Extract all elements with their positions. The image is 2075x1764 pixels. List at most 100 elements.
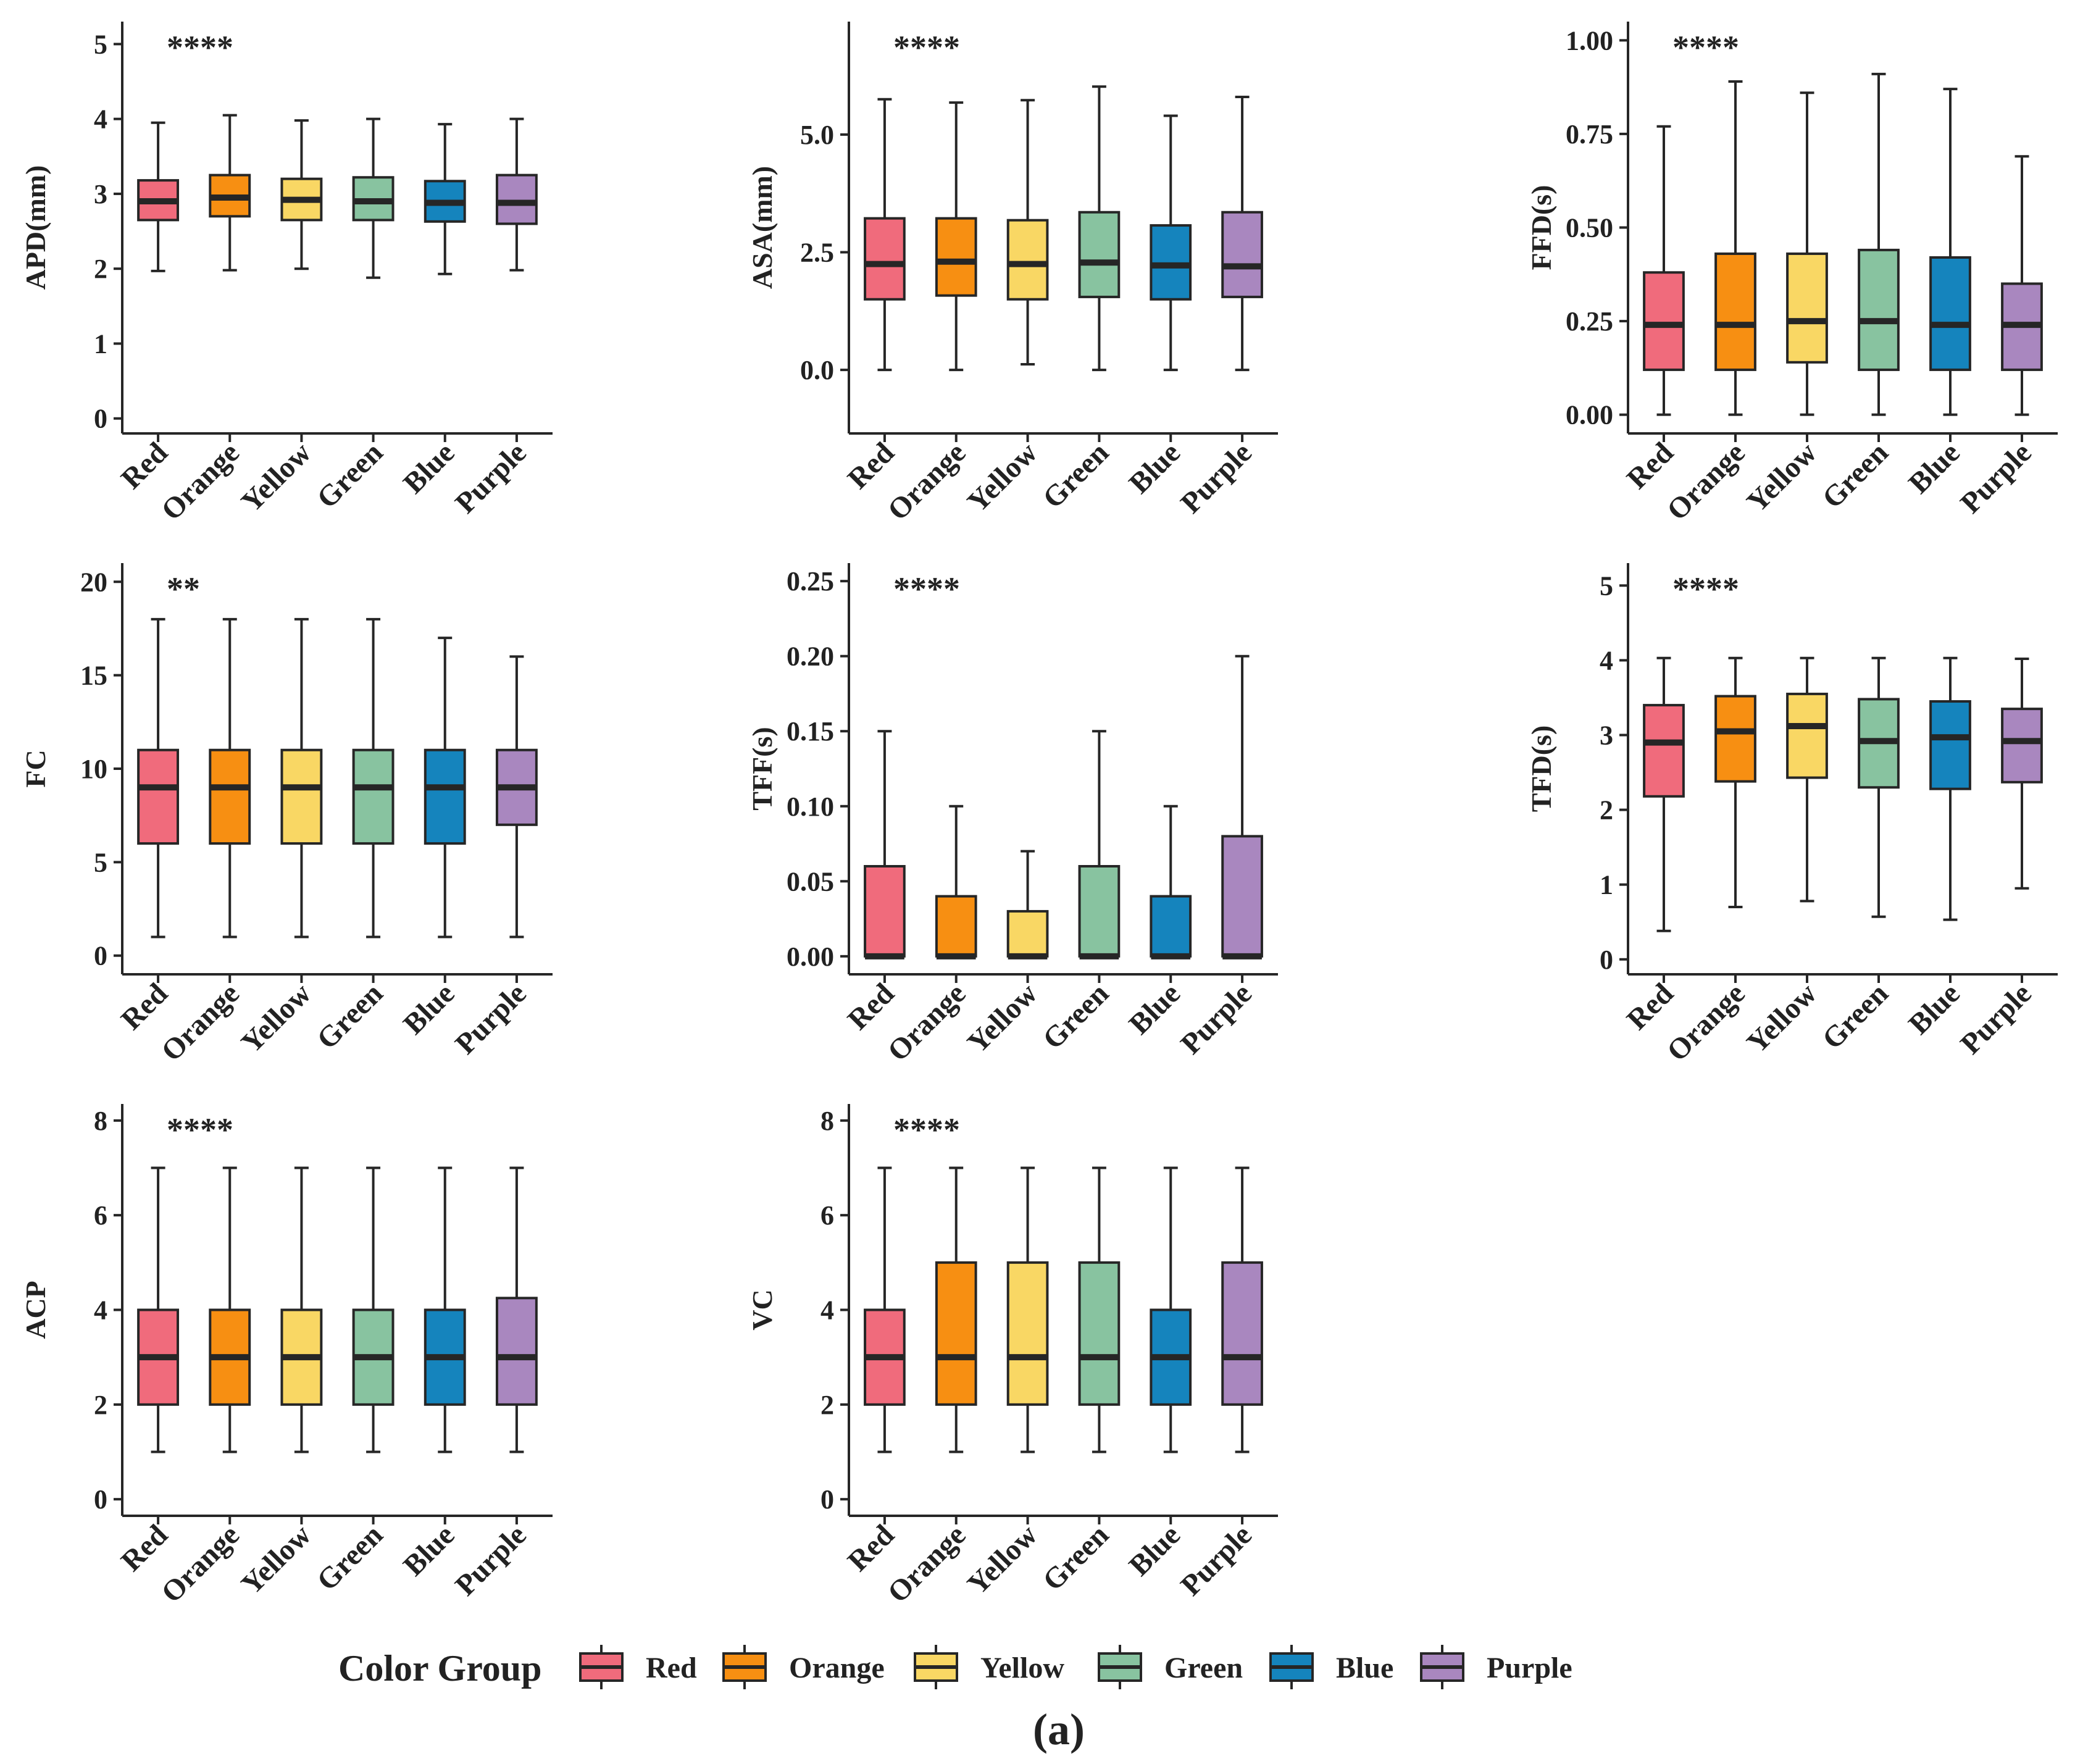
x-tick-label-green: Green	[311, 977, 389, 1055]
x-tick-label-red: Red	[1621, 436, 1680, 495]
significance-label: ****	[167, 1111, 233, 1148]
y-tick-label: 0.00	[787, 942, 834, 972]
y-tick-label: 0	[94, 404, 107, 434]
x-tick-label-green: Green	[311, 1518, 389, 1597]
y-tick-label: 0.10	[787, 792, 834, 822]
x-tick-label-orange: Orange	[155, 1518, 246, 1609]
box-orange	[209, 617, 251, 938]
x-tick-label-yellow: Yellow	[235, 1518, 318, 1601]
iqr-box	[1221, 1261, 1263, 1406]
y-tick-label: 0.75	[1566, 119, 1613, 149]
panel-ffd-s: 0.00 0.25 0.50 0.75 1.00 FFD(s) **** RedOrangeY…	[1526, 22, 2058, 527]
box-red	[864, 730, 906, 959]
y-tick-label: 1	[1600, 870, 1613, 900]
iqr-box	[1858, 248, 1900, 371]
box-yellow	[1006, 850, 1049, 959]
box-blue	[424, 123, 466, 275]
iqr-box	[1929, 256, 1971, 371]
y-tick-label: 4	[1600, 645, 1613, 675]
y-tick-label: 0	[94, 941, 107, 971]
legend-item-blue: Blue	[1269, 1645, 1393, 1689]
x-tick-label-red: Red	[115, 436, 174, 495]
iqr-box	[1643, 271, 1685, 371]
box-purple	[495, 655, 538, 938]
x-tick-label-green: Green	[1816, 977, 1894, 1055]
x-tick-label-green: Green	[1816, 436, 1894, 514]
box-green	[1078, 1166, 1121, 1453]
box-yellow	[280, 617, 323, 938]
legend-label: Orange	[789, 1652, 885, 1684]
box-blue	[1929, 656, 1971, 921]
x-tick-label-red: Red	[841, 1518, 901, 1578]
y-axis-title: VC	[746, 1289, 778, 1330]
x-tick-label-green: Green	[1037, 977, 1115, 1055]
x-tick-label-orange: Orange	[155, 977, 246, 1068]
y-tick-label: 8	[94, 1106, 107, 1136]
box-green	[1078, 85, 1121, 372]
y-tick-label: 4	[820, 1295, 834, 1326]
x-tick-label-orange: Orange	[882, 977, 972, 1068]
box-purple	[495, 117, 538, 272]
x-tick-label-yellow: Yellow	[235, 977, 318, 1060]
y-tick-label: 5.0	[800, 120, 834, 150]
box-orange	[1714, 80, 1756, 416]
y-tick-label: 0.25	[787, 566, 834, 596]
box-blue	[1150, 114, 1192, 372]
box-green	[1078, 730, 1121, 959]
panel-asa-mm: 0.0 2.5 5.0 ASA(mm) **** RedOrangeYellowGreen…	[746, 22, 1278, 527]
y-tick-label: 0.25	[1566, 306, 1613, 336]
x-tick-label-purple: Purple	[1954, 977, 2038, 1061]
box-blue	[1150, 1166, 1192, 1453]
x-tick-label-yellow: Yellow	[1740, 977, 1823, 1060]
x-tick-label-blue: Blue	[397, 436, 461, 500]
legend-label: Purple	[1487, 1652, 1572, 1684]
y-tick-label: 0.05	[787, 866, 834, 897]
box-orange	[935, 805, 977, 959]
iqr-box	[864, 217, 906, 301]
box-blue	[1929, 88, 1971, 416]
y-tick-label: 0.20	[787, 642, 834, 672]
box-orange	[209, 114, 251, 272]
iqr-box	[495, 173, 538, 225]
x-tick-label-blue: Blue	[1123, 436, 1187, 500]
x-tick-label-purple: Purple	[1954, 436, 2038, 520]
box-blue	[1150, 805, 1192, 959]
x-tick-label-blue: Blue	[1123, 1518, 1187, 1582]
box-yellow	[1006, 99, 1049, 366]
x-tick-label-blue: Blue	[397, 977, 461, 1040]
iqr-box	[935, 895, 977, 958]
x-tick-label-red: Red	[1621, 977, 1680, 1036]
box-green	[1858, 72, 1900, 416]
legend-item-orange: Orange	[722, 1645, 885, 1689]
box-purple	[1221, 95, 1263, 372]
legend-title: Color Group	[338, 1648, 542, 1689]
y-axis-title: ACP	[20, 1281, 51, 1339]
box-yellow	[280, 119, 323, 270]
box-purple	[1221, 1166, 1263, 1453]
x-tick-label-orange: Orange	[155, 436, 246, 527]
x-tick-label-yellow: Yellow	[1740, 436, 1823, 519]
iqr-box	[935, 217, 977, 297]
y-axis-title: FFD(s)	[1526, 185, 1557, 270]
figure-caption: (a)	[1033, 1705, 1085, 1754]
iqr-box	[1786, 252, 1828, 364]
y-tick-label: 20	[80, 567, 107, 597]
y-tick-label: 8	[820, 1106, 834, 1136]
y-tick-label: 2	[94, 254, 107, 284]
y-tick-label: 1	[94, 328, 107, 359]
box-red	[137, 1166, 180, 1453]
x-tick-label-yellow: Yellow	[961, 1518, 1044, 1601]
y-tick-label: 2	[1600, 795, 1613, 826]
box-blue	[424, 637, 466, 938]
iqr-box	[1150, 895, 1192, 958]
legend-label: Green	[1164, 1652, 1243, 1684]
significance-label: ****	[1672, 571, 1739, 608]
x-tick-label-orange: Orange	[1661, 977, 1751, 1068]
iqr-box	[352, 748, 395, 845]
significance-label: ****	[167, 29, 233, 66]
significance-label: ****	[1672, 29, 1739, 66]
x-tick-label-blue: Blue	[1123, 977, 1187, 1040]
y-axis-title: TFD(s)	[1526, 725, 1557, 813]
